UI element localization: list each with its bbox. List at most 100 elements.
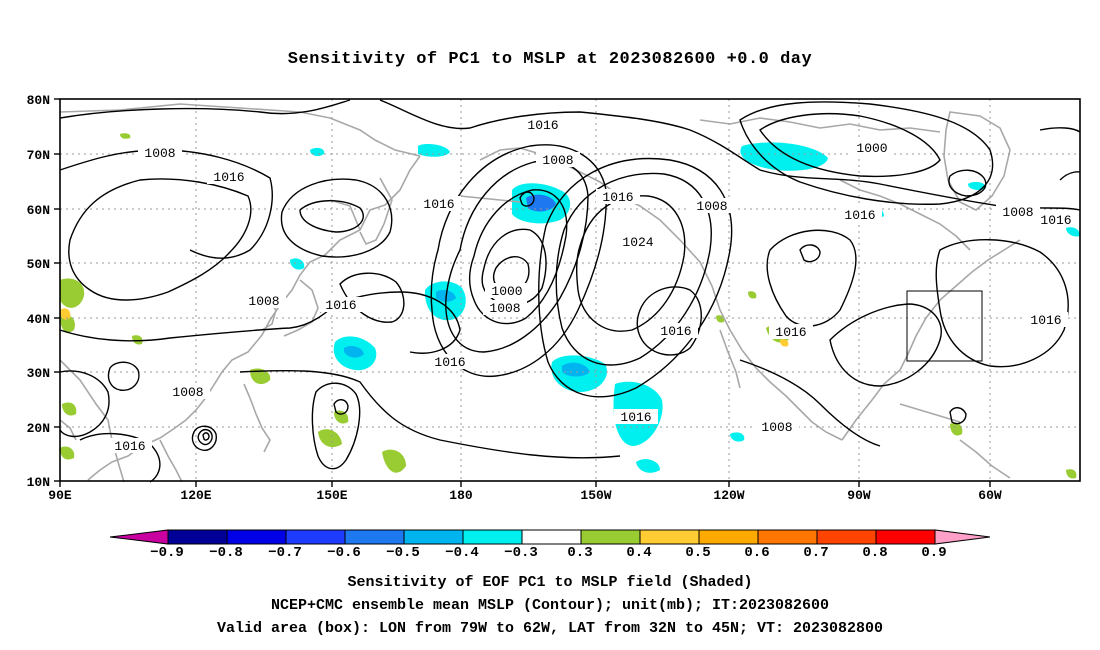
contour-label: 1016 (1034, 212, 1078, 228)
contour-label-text: 1008 (144, 146, 175, 161)
contour-closed-1 (107, 361, 140, 391)
contour-label-text: 1016 (602, 190, 633, 205)
coast-indochina (159, 439, 183, 483)
contour-label-text: 1016 (434, 355, 465, 370)
contour-label-text: 1016 (423, 197, 454, 212)
colorbar-label: 0.8 (862, 545, 887, 561)
contour-label: 1016 (207, 169, 251, 185)
coast-baja (719, 329, 741, 389)
neg-patch-japan-core (344, 346, 364, 358)
contour-1016-atl-2 (829, 303, 942, 387)
contour-label: 1008 (242, 293, 286, 309)
contour-label-text: 1016 (527, 118, 558, 133)
contour-label-text: 1008 (761, 420, 792, 435)
contour-1016-asia-coast (59, 297, 341, 342)
grid-lines (60, 99, 1080, 481)
colorbar-label: −0.3 (504, 545, 538, 561)
colorbar-label: −0.4 (445, 545, 479, 561)
lon-label: 180 (449, 488, 473, 503)
colorbar-label: 0.5 (685, 545, 710, 561)
contour-label-text: 1000 (491, 284, 522, 299)
valid-area-box (906, 290, 983, 362)
colorbar-under-arrow (109, 529, 169, 545)
contour-label: 1008 (138, 145, 182, 161)
pos-patch-small-4 (716, 315, 725, 323)
contour-label-text: 1016 (325, 298, 356, 313)
contour-typhoon-inner (202, 432, 210, 441)
contour-label: 1008 (996, 204, 1040, 220)
coast-aleutians (459, 195, 521, 203)
neg-patch-small-6 (1066, 227, 1080, 237)
contour-label: 1016 (108, 438, 152, 454)
contour-label: 1016 (521, 117, 565, 133)
contour-1016-low-outer (430, 144, 607, 377)
contour-1016-subtrop (239, 369, 621, 459)
lat-label: 80N (27, 93, 50, 108)
axis-ticks (54, 98, 991, 487)
footer-line-1: Sensitivity of EOF PC1 to MSLP field (Sh… (347, 574, 753, 591)
coast-taiwan-philippines (243, 383, 271, 453)
colorbar-label: 0.7 (803, 545, 828, 561)
neg-patch-hawaii-core (562, 362, 590, 377)
contour-e-closed (949, 407, 967, 425)
lon-label: 150E (316, 488, 347, 503)
contour-label-text: 1016 (660, 324, 691, 339)
contour-label: 1016 (417, 196, 461, 212)
contour-1016-closed-low-na (799, 244, 821, 263)
lon-label: 120W (713, 488, 744, 503)
contour-1016-atl-high (935, 239, 1069, 368)
colorbar-swatch (639, 529, 700, 545)
colorbar-swatch (580, 529, 641, 545)
pos-patch-small-3 (1066, 469, 1077, 479)
contour-1008-greenland (739, 101, 994, 205)
pos-patch-small-2 (132, 335, 143, 345)
longitude-labels: 90E 120E 150E 180 150W 120W 90W 60W (48, 488, 1002, 503)
colorbar-over-arrow (934, 529, 991, 545)
contour-1008-low-okhotsk (299, 200, 364, 233)
neg-patch-alaska-coast (418, 144, 450, 157)
contour-label: 1016 (1024, 312, 1068, 328)
neg-patch-small-2 (290, 258, 305, 270)
contour-label: 1016 (319, 297, 363, 313)
colorbar-label: 0.4 (626, 545, 651, 561)
contour-arctic-lows (948, 169, 987, 197)
colorbar-label: 0.6 (744, 545, 769, 561)
colorbar-swatch (344, 529, 405, 545)
pos-patch-small-1 (120, 133, 131, 139)
contour-label: 1008 (166, 384, 210, 400)
coast-arctic-asia (59, 103, 421, 157)
colorbar-label: −0.5 (386, 545, 420, 561)
contour-label-text: 1008 (542, 153, 573, 168)
contour-label-text: 1016 (114, 439, 145, 454)
contour-1016-ne-pac (636, 286, 702, 356)
neg-patch-small-1 (310, 147, 325, 157)
contour-label: 1008 (536, 152, 580, 168)
contour-label: 1024 (616, 234, 660, 250)
lon-label: 60W (978, 488, 1002, 503)
contour-1016-north (59, 99, 1081, 211)
colorbar-swatch (167, 529, 228, 545)
colorbar-swatch (226, 529, 287, 545)
contour-1016-high (555, 172, 712, 366)
lon-label: 120E (180, 488, 211, 503)
lat-label: 50N (27, 257, 50, 272)
contour-1016-low (445, 160, 589, 353)
contour-label: 1016 (838, 207, 882, 223)
contour-label: 1008 (690, 198, 734, 214)
contour-label-text: 1008 (1002, 205, 1033, 220)
footer-line-2: NCEP+CMC ensemble mean MSLP (Contour); u… (270, 597, 830, 614)
lon-label: 150W (580, 488, 611, 503)
coast-kamchatka (359, 177, 393, 246)
colorbar-label: 0.9 (921, 545, 946, 561)
coast-japan (283, 279, 319, 337)
coast-s-america (959, 439, 1011, 479)
colorbar-labels: −0.9 −0.8 −0.7 −0.6 −0.5 −0.4 −0.3 0.3 0… (150, 545, 946, 561)
contour-label-text: 1008 (489, 301, 520, 316)
contour-label-text: 1016 (213, 170, 244, 185)
pos-patch-india-2 (60, 314, 75, 333)
colorbar-swatch (521, 529, 582, 545)
contour-1000-greenland (759, 112, 941, 178)
contour-label-text: 1024 (622, 235, 653, 250)
coast-greenland (943, 111, 1011, 211)
contour-label-text: 1000 (856, 141, 887, 156)
